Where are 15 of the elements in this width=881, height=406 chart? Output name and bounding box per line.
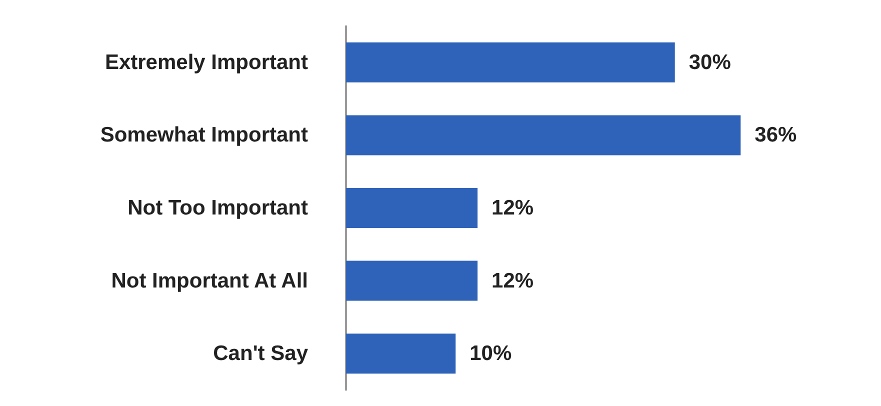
y-tick-label: Somewhat Important [100, 124, 308, 147]
data-label: 30% [688, 50, 732, 74]
y-tick-label: Not Too Important [128, 196, 308, 220]
bar [346, 260, 478, 301]
bar [346, 188, 478, 228]
data-label: 10% [470, 342, 512, 366]
bar [346, 334, 456, 374]
y-tick-label: Can't Say [213, 342, 308, 366]
data-label: 12% [492, 269, 534, 292]
bar [346, 115, 741, 156]
bar [346, 42, 675, 82]
data-label: 36% [754, 124, 797, 147]
y-tick-label: Not Important At All [111, 269, 308, 292]
y-tick-label: Extremely Important [104, 50, 308, 74]
data-label: 12% [492, 196, 534, 220]
